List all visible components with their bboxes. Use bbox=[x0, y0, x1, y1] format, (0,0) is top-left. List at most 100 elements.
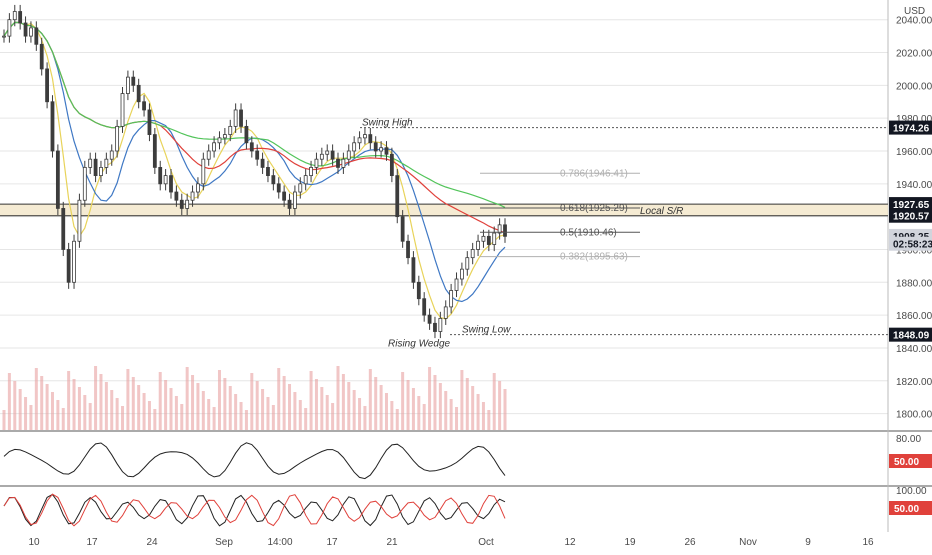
volume-bar bbox=[207, 399, 211, 430]
candle-body bbox=[314, 158, 319, 168]
candle-body bbox=[443, 306, 448, 319]
volume-bar bbox=[164, 380, 168, 430]
volume-bar bbox=[325, 395, 329, 430]
candle-body bbox=[427, 314, 432, 324]
volume-bar bbox=[201, 391, 205, 430]
volume-bar bbox=[422, 404, 426, 430]
candle-body bbox=[61, 208, 66, 250]
candle-body bbox=[7, 19, 12, 37]
candle-body bbox=[389, 153, 394, 177]
candle-body bbox=[174, 191, 179, 201]
candle-body bbox=[276, 183, 281, 193]
candle-body bbox=[66, 249, 71, 283]
candle-body bbox=[12, 11, 17, 21]
volume-bar bbox=[411, 388, 415, 430]
candle-body bbox=[255, 150, 260, 160]
volume-bar bbox=[336, 366, 340, 430]
candle-body bbox=[18, 11, 23, 24]
candle-body bbox=[163, 175, 168, 185]
price-tag-bg bbox=[889, 236, 932, 251]
ma-short-line bbox=[3, 21, 506, 320]
volume-bar bbox=[288, 384, 292, 430]
candle-body bbox=[72, 240, 76, 283]
time-axis-label: Oct bbox=[478, 537, 494, 548]
time-axis-label: 21 bbox=[386, 537, 398, 548]
volume-bar bbox=[137, 385, 141, 430]
volume-bar bbox=[374, 377, 378, 430]
candle-body bbox=[169, 175, 173, 193]
volume-bar bbox=[50, 392, 54, 430]
candle-body bbox=[82, 167, 87, 201]
price-tag-label: 1920.57 bbox=[893, 212, 930, 223]
candle-body bbox=[147, 109, 152, 135]
volume-bar bbox=[88, 403, 92, 430]
oscillator-1-line bbox=[3, 442, 506, 480]
volume-bar bbox=[465, 378, 469, 430]
candle-body bbox=[104, 158, 109, 168]
candle-body bbox=[319, 153, 324, 160]
candle-body bbox=[271, 175, 276, 185]
price-tick-label: 1960.00 bbox=[896, 147, 932, 158]
time-axis-label: 17 bbox=[326, 537, 338, 548]
volume-bar bbox=[363, 406, 367, 430]
volume-bar bbox=[217, 370, 221, 430]
candle-body bbox=[368, 134, 373, 144]
candle-body bbox=[454, 278, 459, 291]
osc2-tick-label: 100.00 bbox=[896, 486, 927, 497]
candle-body bbox=[298, 183, 303, 193]
volume-bar bbox=[147, 401, 151, 430]
volume-bar bbox=[390, 401, 394, 430]
candle-body bbox=[346, 150, 351, 160]
candle-body bbox=[465, 257, 470, 270]
candle-body bbox=[126, 76, 130, 94]
volume-bar bbox=[7, 373, 11, 430]
candle-body bbox=[416, 281, 421, 300]
candle-body bbox=[476, 240, 480, 250]
volume-bar bbox=[314, 379, 318, 430]
volume-bar bbox=[358, 398, 362, 430]
volume-bar bbox=[234, 394, 238, 430]
candle-body bbox=[201, 158, 206, 185]
price-tick-label: 2040.00 bbox=[896, 16, 932, 27]
volume-bar bbox=[153, 409, 157, 430]
volume-bar bbox=[223, 378, 227, 430]
price-tick-label: 1860.00 bbox=[896, 311, 932, 322]
candle-body bbox=[206, 150, 211, 160]
candle-body bbox=[88, 158, 93, 168]
time-axis-label: 16 bbox=[862, 537, 874, 548]
volume-bar bbox=[282, 376, 286, 430]
volume-bar bbox=[481, 402, 485, 430]
candle-body bbox=[131, 76, 136, 86]
time-axis-label: Sep bbox=[215, 537, 233, 548]
osc1-current-tag: 50.00 bbox=[894, 457, 919, 468]
volume-bar bbox=[471, 386, 475, 430]
candle-body bbox=[239, 109, 243, 127]
candle-body bbox=[34, 27, 39, 45]
candle-body bbox=[39, 43, 44, 70]
volume-bar bbox=[185, 367, 189, 430]
candle-body bbox=[357, 137, 362, 144]
volume-bar bbox=[379, 385, 383, 430]
candle-body bbox=[336, 158, 340, 168]
candle-body bbox=[373, 142, 378, 152]
price-tick-label: 1880.00 bbox=[896, 278, 932, 289]
candle-body bbox=[303, 175, 308, 185]
volume-bar bbox=[77, 387, 81, 430]
candle-body bbox=[422, 298, 427, 316]
candle-body bbox=[438, 317, 443, 332]
candle-body bbox=[492, 232, 497, 245]
candle-body bbox=[395, 175, 400, 218]
fib-level-label: 0.382(1895.63) bbox=[560, 252, 628, 263]
candle-body bbox=[481, 235, 486, 242]
price-tick-label: 1820.00 bbox=[896, 377, 932, 388]
volume-bar bbox=[121, 406, 125, 430]
candle-body bbox=[2, 35, 6, 38]
price-tag-label: 02:58:23 bbox=[893, 240, 932, 251]
volume-bar bbox=[309, 371, 313, 430]
volume-bar bbox=[261, 389, 265, 430]
candle-body bbox=[406, 240, 410, 259]
candle-body bbox=[330, 150, 335, 160]
